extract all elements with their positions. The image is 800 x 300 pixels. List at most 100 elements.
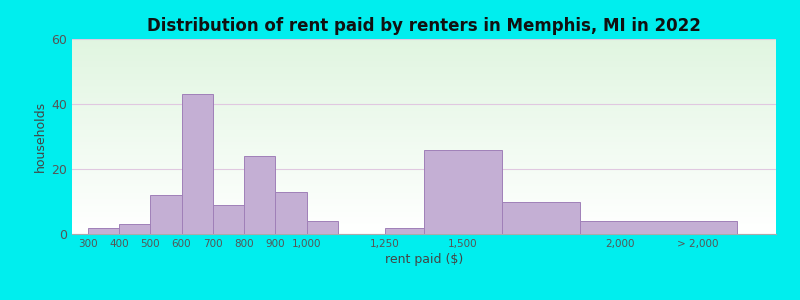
Bar	[72, 83, 776, 85]
Bar	[72, 78, 776, 79]
Bar	[72, 44, 776, 45]
Bar	[72, 92, 776, 94]
Bar	[72, 233, 776, 234]
Bar	[72, 57, 776, 59]
Bar	[72, 112, 776, 113]
Bar	[72, 174, 776, 175]
Bar	[72, 85, 776, 87]
Bar	[72, 144, 776, 145]
Bar	[119, 224, 150, 234]
Bar	[72, 171, 776, 172]
Bar	[72, 206, 776, 208]
Bar	[72, 116, 776, 117]
Bar	[72, 132, 776, 134]
Bar	[72, 232, 776, 233]
Bar	[72, 120, 776, 121]
Bar	[72, 211, 776, 212]
Bar	[72, 157, 776, 158]
Bar	[72, 218, 776, 219]
Bar	[306, 221, 338, 234]
Bar	[72, 65, 776, 66]
Bar	[72, 193, 776, 194]
Bar	[72, 208, 776, 210]
Bar	[72, 209, 776, 211]
Bar	[72, 138, 776, 140]
Bar	[72, 217, 776, 218]
Bar	[72, 79, 776, 80]
Bar	[72, 46, 776, 48]
Bar	[72, 227, 776, 228]
Bar	[72, 188, 776, 189]
Bar	[72, 202, 776, 203]
Bar	[72, 104, 776, 105]
Bar	[72, 75, 776, 76]
Bar	[72, 118, 776, 120]
Bar	[72, 137, 776, 139]
Bar	[72, 186, 776, 187]
Bar	[72, 226, 776, 227]
Bar	[72, 164, 776, 166]
Bar	[502, 202, 581, 234]
Bar	[72, 61, 776, 62]
Bar	[72, 60, 776, 61]
Bar	[72, 124, 776, 125]
Bar	[72, 95, 776, 97]
Bar	[72, 100, 776, 101]
Bar	[72, 219, 776, 220]
Bar	[72, 158, 776, 159]
Bar	[72, 161, 776, 163]
Bar	[72, 68, 776, 69]
Bar	[72, 215, 776, 217]
Bar	[72, 88, 776, 90]
Bar	[72, 71, 776, 72]
Bar	[72, 40, 776, 41]
Bar	[72, 53, 776, 55]
Bar	[72, 103, 776, 104]
Bar	[72, 130, 776, 132]
Bar	[72, 191, 776, 192]
Bar	[72, 93, 776, 94]
Bar	[72, 165, 776, 167]
Bar	[72, 230, 776, 231]
Bar	[72, 110, 776, 111]
Bar	[72, 50, 776, 52]
Bar	[72, 94, 776, 95]
Bar	[72, 185, 776, 186]
Bar	[72, 169, 776, 171]
Bar	[150, 195, 182, 234]
Bar	[72, 59, 776, 61]
Bar	[72, 122, 776, 124]
Bar	[72, 72, 776, 73]
Bar	[72, 43, 776, 44]
Bar	[72, 216, 776, 218]
Bar	[72, 149, 776, 150]
Bar	[72, 48, 776, 50]
Bar	[72, 76, 776, 77]
Bar	[72, 212, 776, 214]
Bar	[72, 39, 776, 40]
Bar	[72, 220, 776, 221]
Bar	[72, 152, 776, 153]
Bar	[424, 149, 502, 234]
Bar	[72, 81, 776, 82]
Bar	[72, 194, 776, 195]
Bar	[72, 133, 776, 134]
Bar	[72, 102, 776, 103]
Bar	[72, 77, 776, 78]
Bar	[72, 109, 776, 110]
Bar	[72, 58, 776, 59]
Bar	[72, 176, 776, 178]
Bar	[72, 196, 776, 198]
Bar	[72, 195, 776, 196]
Bar	[72, 213, 776, 214]
Bar	[72, 62, 776, 63]
Bar	[72, 178, 776, 179]
Bar	[72, 223, 776, 224]
Bar	[72, 97, 776, 98]
Bar	[72, 125, 776, 127]
Bar	[72, 121, 776, 122]
Bar	[72, 231, 776, 232]
Bar	[72, 222, 776, 223]
Bar	[72, 106, 776, 107]
Bar	[72, 180, 776, 181]
